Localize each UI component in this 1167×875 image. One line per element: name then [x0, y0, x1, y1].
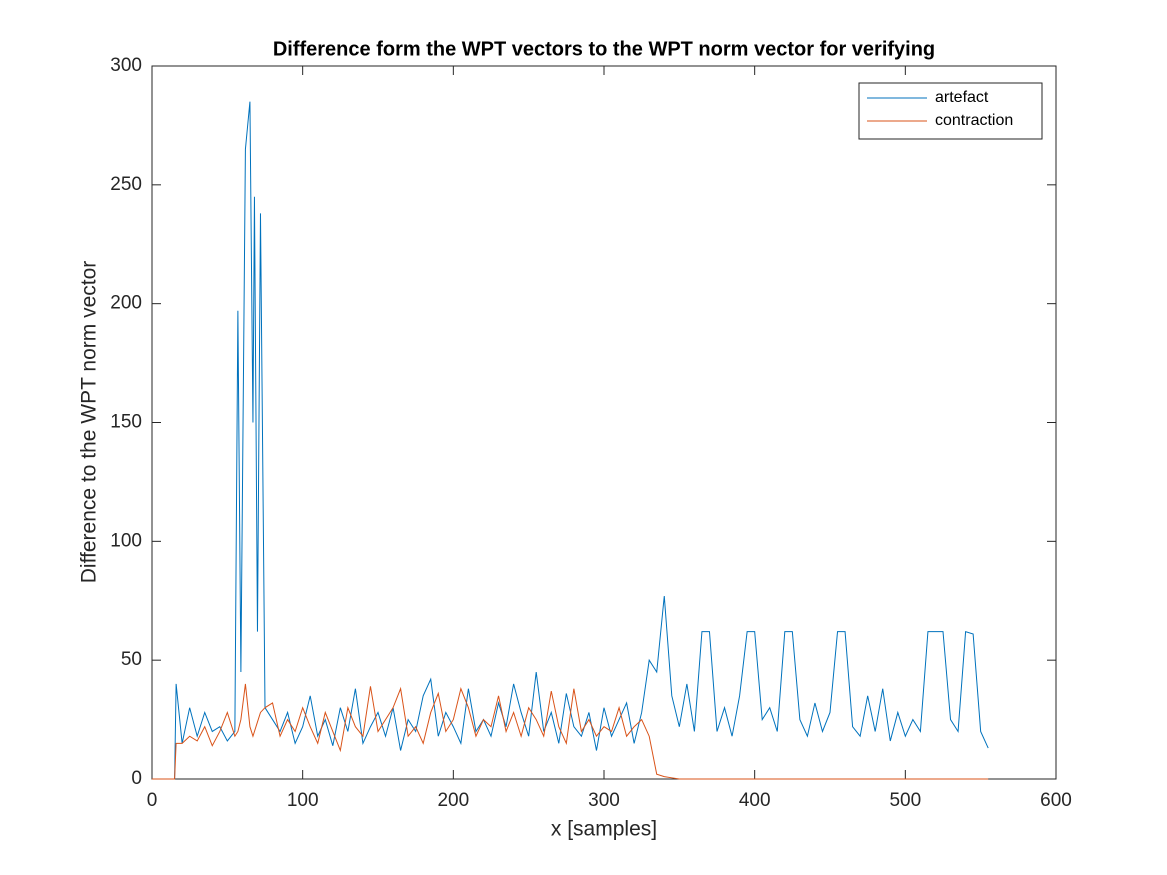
series-line	[152, 683, 989, 780]
x-tick-label: 0	[147, 790, 158, 811]
y-tick-label: 200	[110, 293, 142, 314]
y-tick-label: 50	[121, 649, 142, 670]
legend-label: artefact	[935, 89, 989, 106]
y-tick-label: 150	[110, 412, 142, 433]
y-tick-label: 100	[110, 530, 142, 551]
y-tick-label: 300	[110, 55, 142, 76]
y-tick-label: 0	[131, 768, 142, 789]
y-tick-label: 250	[110, 174, 142, 195]
x-tick-label: 300	[588, 790, 620, 811]
x-tick-label: 500	[889, 790, 921, 811]
x-tick-label: 600	[1040, 790, 1072, 811]
series-line	[152, 101, 989, 780]
x-axis-label: x [samples]	[551, 818, 657, 841]
y-axis-label: Difference to the WPT norm vector	[78, 261, 101, 584]
x-tick-label: 400	[739, 790, 771, 811]
chart-title: Difference form the WPT vectors to the W…	[273, 38, 935, 60]
legend-label: contraction	[935, 112, 1013, 129]
x-tick-label: 100	[287, 790, 319, 811]
legend-box	[858, 82, 1043, 140]
x-tick-label: 200	[437, 790, 469, 811]
